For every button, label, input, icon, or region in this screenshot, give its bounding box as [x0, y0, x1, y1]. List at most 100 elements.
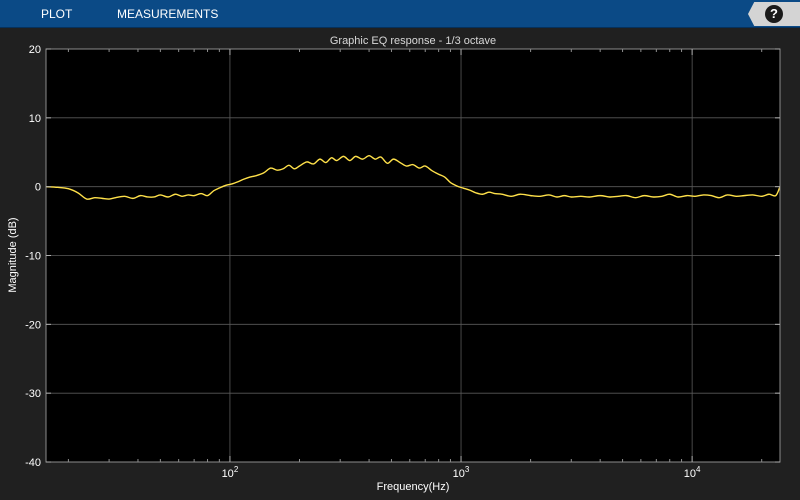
eq-response-point [362, 159, 363, 160]
eq-response-point [653, 197, 654, 198]
eq-response-point [68, 188, 69, 189]
eq-response-point [744, 195, 745, 196]
eq-response-point [219, 188, 220, 189]
y-tick-label: -30 [25, 388, 41, 400]
eq-response-point [331, 157, 332, 158]
eq-response-point [626, 195, 627, 196]
eq-response-point [752, 195, 753, 196]
eq-response-point [419, 168, 420, 169]
eq-response-point [355, 156, 356, 157]
eq-response-point [160, 195, 161, 196]
y-axis-label: Magnitude (dB) [7, 217, 19, 292]
eq-response-point [256, 175, 257, 176]
help-icon[interactable]: ? [765, 5, 783, 23]
eq-response-point [133, 198, 134, 199]
eq-response-point [78, 193, 79, 194]
eq-response-point [381, 157, 382, 158]
eq-response-point [154, 197, 155, 198]
eq-response-point [495, 193, 496, 194]
eq-response-point [711, 195, 712, 196]
eq-response-point [201, 193, 202, 194]
eq-response-point [581, 196, 582, 197]
eq-response-point [520, 194, 521, 195]
eq-response-point [687, 195, 688, 196]
eq-response-point [450, 182, 451, 183]
eq-response-point [406, 166, 407, 167]
eq-response-point [476, 193, 477, 194]
eq-response-point [86, 199, 87, 200]
eq-response-point [769, 194, 770, 195]
eq-response-point [283, 168, 284, 169]
eq-response-point [571, 197, 572, 198]
eq-response-point [589, 197, 590, 198]
eq-response-point [326, 162, 327, 163]
y-tick-label: -10 [25, 251, 41, 263]
eq-response-point [263, 173, 264, 174]
eq-response-point [511, 196, 512, 197]
eq-response-point [695, 196, 696, 197]
eq-response-point [432, 171, 433, 172]
eq-response-point [489, 192, 490, 193]
eq-response-point [600, 195, 601, 196]
eq-response-point [194, 195, 195, 196]
eq-response-point [109, 199, 110, 200]
eq-response-point [213, 191, 214, 192]
eq-response-point [469, 190, 470, 191]
eq-response-point [413, 164, 414, 165]
tab-plot[interactable]: PLOT [41, 7, 73, 21]
eq-response-point [237, 182, 238, 183]
eq-response-point [400, 162, 401, 163]
eq-response-point [94, 197, 95, 198]
eq-response-point [124, 196, 125, 197]
x-axis-label: Frequency(Hz) [377, 481, 450, 493]
eq-response-point [270, 168, 271, 169]
y-tick-label: 20 [29, 44, 41, 56]
eq-response-point [557, 197, 558, 198]
eq-response-point [232, 184, 233, 185]
eq-response-point [294, 168, 295, 169]
x-tick-label: 104 [684, 465, 701, 480]
eq-response-point [115, 197, 116, 198]
eq-response-point [168, 197, 169, 198]
eq-response-point [530, 195, 531, 196]
eq-response-point [277, 170, 278, 171]
eq-response-point [501, 194, 502, 195]
eq-response-line [46, 154, 780, 200]
eq-response-point [102, 198, 103, 199]
eq-response-point [444, 177, 445, 178]
eq-response-point [336, 160, 337, 161]
eq-response-point [289, 165, 290, 166]
eq-response-point [482, 194, 483, 195]
eq-response-point [719, 197, 720, 198]
x-tick-label: 103 [453, 465, 470, 480]
eq-response-point [349, 160, 350, 161]
eq-response-point [387, 163, 388, 164]
y-tick-label: -20 [25, 319, 41, 331]
eq-response-point [207, 195, 208, 196]
eq-response-point [226, 185, 227, 186]
y-tick-label: -40 [25, 457, 41, 469]
tab-measurements[interactable]: MEASUREMENTS [117, 7, 219, 21]
eq-response-point [662, 196, 663, 197]
eq-response-point [463, 188, 464, 189]
eq-response-point [644, 195, 645, 196]
eq-response-point [182, 196, 183, 197]
y-tick-label: 0 [35, 182, 41, 194]
eq-response-point [669, 194, 670, 195]
eq-response-point [175, 194, 176, 195]
eq-response-point [618, 196, 619, 197]
eq-response-point [727, 195, 728, 196]
eq-response-point [188, 195, 189, 196]
chart-title: Graphic EQ response - 1/3 octave [330, 35, 496, 47]
eq-response-point [438, 174, 439, 175]
y-tick-label: 10 [29, 113, 41, 125]
eq-response-point [250, 177, 251, 178]
eq-response-point [761, 196, 762, 197]
eq-response-point [775, 195, 776, 196]
eq-response-point [140, 195, 141, 196]
eq-response-point [320, 159, 321, 160]
eq-response-point [678, 197, 679, 198]
help-button-container: ? [748, 2, 800, 26]
toolstrip: PLOT MEASUREMENTS ? [0, 0, 800, 28]
eq-response-point [313, 164, 314, 165]
